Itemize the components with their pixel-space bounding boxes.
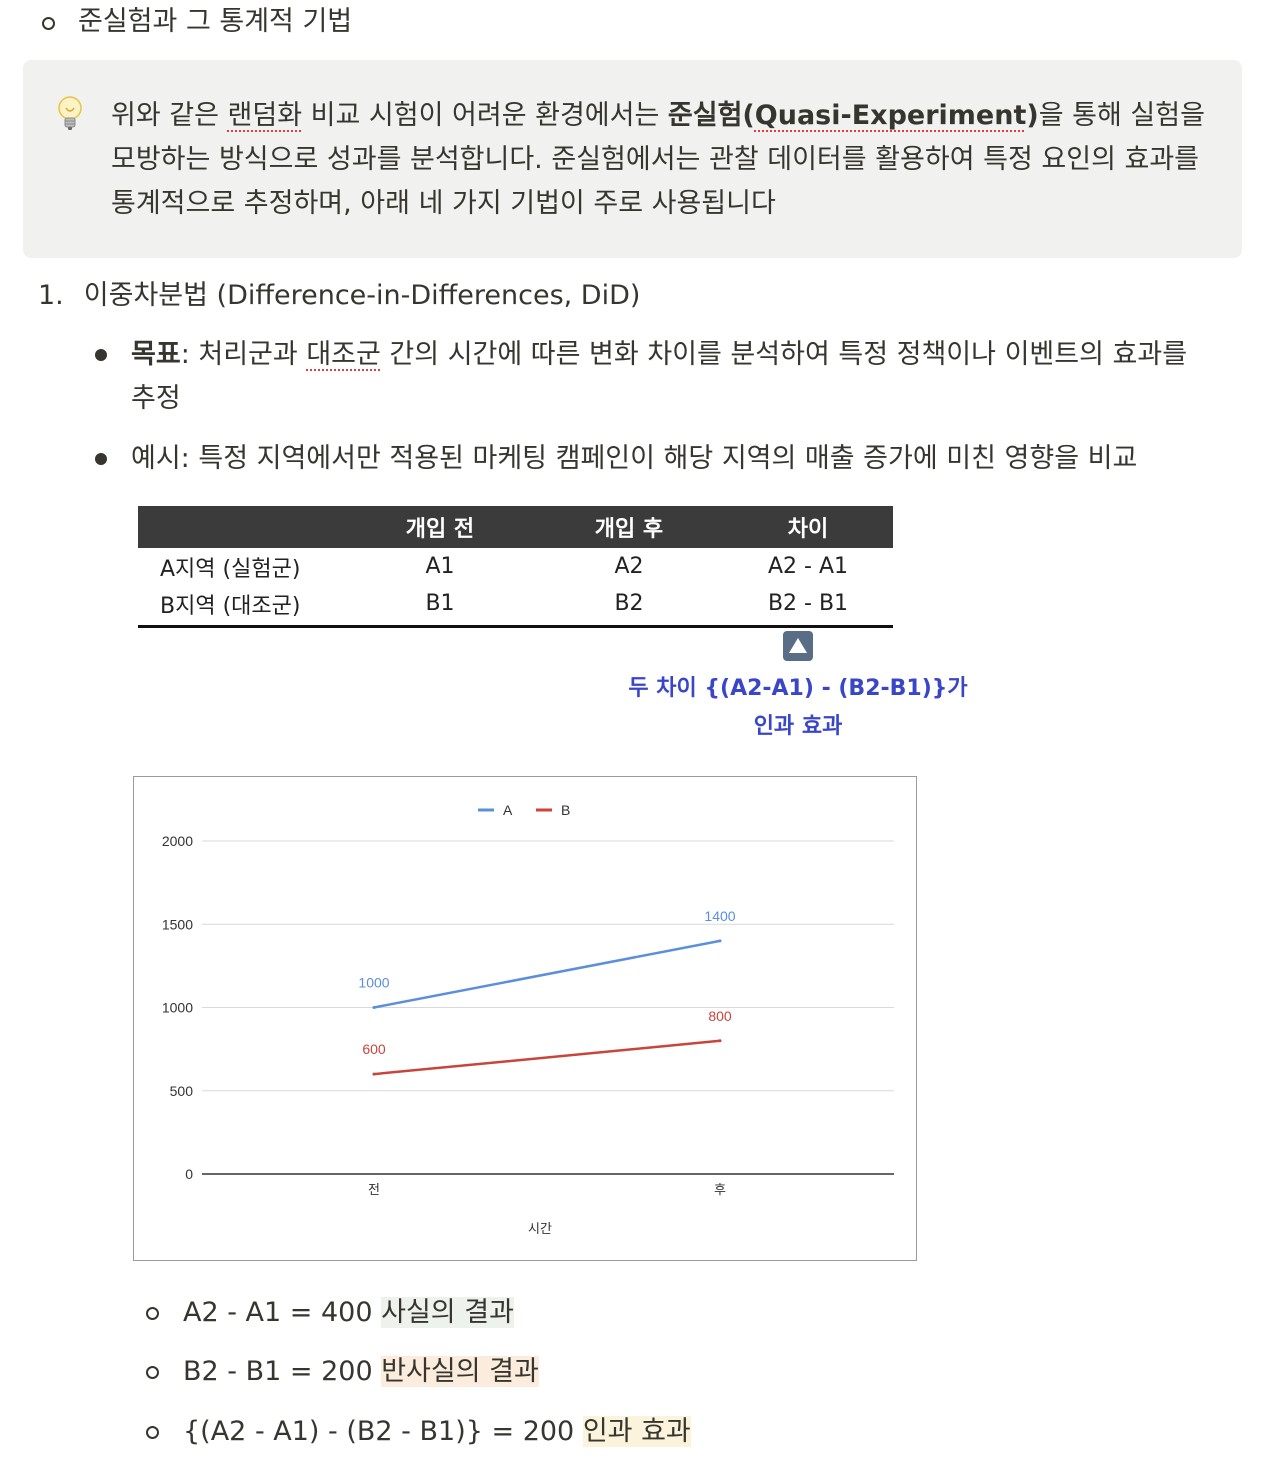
callout-text: 위와 같은 랜덤화 비교 시험이 어려운 환경에서는 준실험(Quasi-Exp… xyxy=(111,100,1205,219)
y-tick-label: 1500 xyxy=(162,916,193,932)
highlight-causal: 인과 효과 xyxy=(582,1416,691,1447)
data-point xyxy=(718,1039,722,1043)
table-row: A지역 (실험군) A1 A2 A2 - A1 xyxy=(160,554,849,582)
legend-label: A xyxy=(503,802,513,818)
goal-text: 목표: 처리군과 대조군 간의 시간에 따른 변화 차이를 분석하여 특정 정책… xyxy=(131,339,1188,414)
table-header: 개입 전 개입 후 차이 xyxy=(138,506,893,548)
data-point xyxy=(372,1072,376,1076)
data-label: 1000 xyxy=(358,975,389,991)
result-fact: A2 - A1 = 400 사실의 결과 xyxy=(183,1297,514,1328)
list-number: 1. xyxy=(38,280,64,311)
hollow-bullet xyxy=(146,1426,159,1439)
callout-box: 위와 같은 랜덤화 비교 시험이 어려운 환경에서는 준실험(Quasi-Exp… xyxy=(23,60,1242,258)
numbered-item-did: 1. 이중차분법 (Difference-in-Differences, DiD) xyxy=(38,274,640,318)
data-label: 800 xyxy=(708,1008,732,1024)
series-line-A xyxy=(373,939,721,1009)
data-label: 600 xyxy=(362,1041,386,1057)
data-point xyxy=(372,1006,376,1009)
y-tick-label: 1000 xyxy=(162,1000,193,1016)
x-tick-label: 전 xyxy=(368,1182,380,1197)
data-point xyxy=(718,939,722,943)
solid-bullet xyxy=(95,453,107,465)
x-tick-label: 후 xyxy=(714,1182,726,1197)
list-item-quasi-experiment: 준실험과 그 통계적 기법 xyxy=(78,6,353,37)
highlight-fact: 사실의 결과 xyxy=(381,1297,514,1328)
table-bottom-rule xyxy=(138,625,893,628)
highlight-counterfactual: 반사실의 결과 xyxy=(381,1356,539,1387)
y-tick-label: 500 xyxy=(170,1083,194,1099)
lightbulb-icon xyxy=(58,96,82,130)
result-causal: {(A2 - A1) - (B2 - B1)} = 200 인과 효과 xyxy=(183,1416,691,1447)
example-text: 예시: 특정 지역에서만 적용된 마케팅 캠페인이 해당 지역의 매출 증가에 … xyxy=(131,443,1138,474)
did-causal-note: 두 차이 {(A2-A1) - (B2-B1)}가 인과 효과 xyxy=(628,676,968,739)
y-tick-label: 0 xyxy=(185,1166,193,1182)
up-triangle-icon xyxy=(783,631,813,661)
hollow-bullet xyxy=(146,1366,159,1379)
x-axis-label: 시간 xyxy=(528,1221,552,1236)
result-counterfactual: B2 - B1 = 200 반사실의 결과 xyxy=(183,1356,539,1387)
series-line-B xyxy=(373,1039,721,1076)
hollow-bullet xyxy=(42,17,55,30)
legend-label: B xyxy=(561,802,570,818)
solid-bullet xyxy=(95,349,107,361)
chart-svg: 0 500 1000 1500 2000 전 후시간 A B 1000 1400 600 800 xyxy=(162,802,894,1236)
table-row: B지역 (대조군) B1 B2 B2 - B1 xyxy=(160,591,849,619)
section-title: 이중차분법 (Difference-in-Differences, DiD) xyxy=(83,280,641,311)
did-table: 개입 전 개입 후 차이 A지역 (실험군) A1 A2 A2 - A1 B지역… xyxy=(138,506,893,622)
data-label: 1400 xyxy=(704,908,735,924)
hollow-bullet xyxy=(146,1307,159,1320)
y-tick-label: 2000 xyxy=(162,833,193,849)
